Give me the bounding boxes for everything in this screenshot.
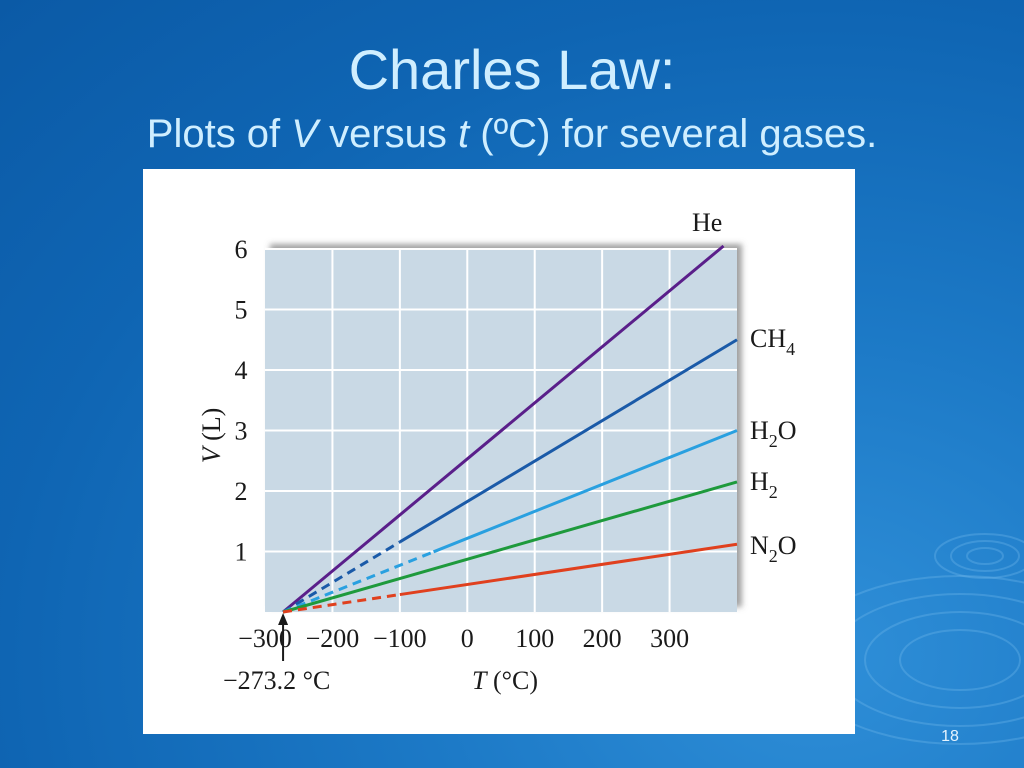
series-label-name: He (692, 208, 722, 237)
series-label-subscript: 2 (769, 431, 778, 451)
series-line-dashed-1 (282, 540, 401, 614)
series-label-1: CH4 (750, 324, 795, 359)
x-tick-label: −200 (306, 624, 360, 653)
x-tick-label: 300 (650, 624, 689, 653)
x-tick-label: 100 (515, 624, 554, 653)
subtitle-t: t (458, 112, 470, 156)
series-label-0: He (692, 208, 722, 237)
series-line-1 (399, 338, 738, 544)
slide-title: Charles Law: (348, 38, 676, 101)
x-axis-label-unit: (°C) (486, 666, 538, 695)
x-tick-label: −100 (373, 624, 427, 653)
series-label-subscript: 2 (769, 482, 778, 502)
series-line-dashed-2 (282, 550, 435, 614)
series-label-2: H2O (750, 416, 797, 451)
x-tick-label: 200 (583, 624, 622, 653)
y-axis-label-var: V (197, 444, 226, 463)
x-axis-label-var: T (472, 666, 488, 695)
series-label-subscript: 2 (769, 546, 778, 566)
series-label-subscript: 4 (786, 339, 795, 359)
absolute-zero-arrow-head (278, 613, 289, 625)
series-line-0 (282, 244, 725, 614)
x-axis-label: T (°C) (472, 666, 538, 695)
x-tick-label: 0 (461, 624, 474, 653)
y-tick-label: 3 (235, 417, 248, 446)
slide-subtitle: Plots of V versus t (ºC) for several gas… (0, 110, 1024, 158)
series-label-name: N (750, 531, 769, 560)
series-line-4 (399, 542, 738, 597)
subtitle-suffix: (ºC) for several gases. (469, 112, 878, 156)
series-line-dashed-4 (282, 593, 401, 614)
series-line-3 (282, 480, 738, 614)
y-tick-label: 4 (235, 356, 248, 385)
series-label-tail: O (778, 416, 797, 445)
series-label-tail: O (778, 531, 797, 560)
y-tick-label: 1 (235, 538, 248, 567)
y-tick-label: 2 (235, 477, 248, 506)
chart-figure: −300 −200 −100 0 100 200 300 1 2 3 4 5 6 V (L) T (°C)… (143, 169, 855, 734)
subtitle-mid: versus (317, 112, 459, 156)
subtitle-v: V (291, 112, 318, 156)
series-label-3: H2 (750, 467, 778, 502)
subtitle-prefix: Plots of (146, 112, 292, 156)
series-label-name: H (750, 416, 769, 445)
y-tick-label: 5 (235, 296, 248, 325)
series-label-name: CH (750, 324, 786, 353)
y-axis-label-unit: (L) (197, 408, 226, 448)
y-tick-label: 6 (235, 235, 248, 264)
absolute-zero-annotation: −273.2 °C (223, 666, 330, 695)
slide-number: 18 (941, 728, 959, 745)
series-label-4: N2O (750, 531, 797, 566)
series-label-name: H (750, 467, 769, 496)
series-line-2 (433, 429, 738, 554)
y-axis-label: V (L) (197, 408, 226, 464)
